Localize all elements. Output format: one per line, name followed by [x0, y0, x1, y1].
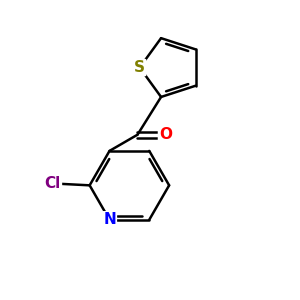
Text: N: N: [103, 212, 116, 227]
Text: Cl: Cl: [45, 176, 61, 191]
Text: S: S: [134, 60, 145, 75]
Text: O: O: [159, 127, 172, 142]
